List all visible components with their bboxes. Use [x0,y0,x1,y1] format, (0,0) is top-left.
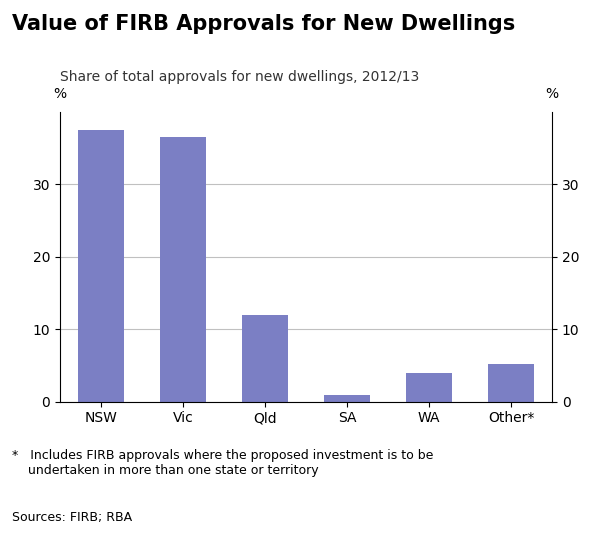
Bar [242,315,287,402]
Text: *   Includes FIRB approvals where the proposed investment is to be
    undertake: * Includes FIRB approvals where the prop… [12,449,433,477]
Bar [406,373,452,402]
Text: Value of FIRB Approvals for New Dwellings: Value of FIRB Approvals for New Dwelling… [12,14,515,34]
Bar [325,395,370,402]
Text: %: % [53,86,67,100]
Text: Share of total approvals for new dwellings, 2012/13: Share of total approvals for new dwellin… [60,70,419,84]
Text: Sources: FIRB; RBA: Sources: FIRB; RBA [12,511,132,523]
Text: %: % [545,86,559,100]
Bar [79,129,124,402]
Bar [488,364,533,402]
Bar [160,137,206,402]
